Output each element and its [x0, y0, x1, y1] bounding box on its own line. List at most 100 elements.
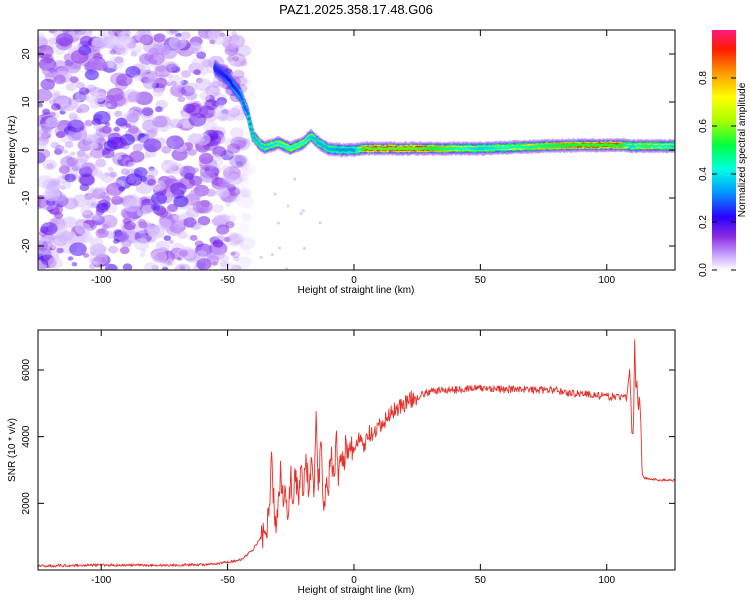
noise-speck — [219, 189, 231, 198]
noise-speck — [285, 267, 289, 270]
noise-speck — [228, 171, 241, 181]
noise-speck — [216, 224, 230, 235]
noise-speck — [240, 75, 253, 85]
noise-speck — [149, 127, 159, 135]
noise-speck — [236, 162, 244, 169]
noise-speck — [193, 69, 201, 76]
noise-speck — [152, 88, 164, 97]
noise-speck — [231, 105, 245, 116]
colorbar-tick-label: 0.2 — [698, 215, 709, 229]
noise-speck — [115, 231, 128, 241]
noise-speck — [236, 194, 254, 208]
ridge-mark — [672, 144, 675, 148]
noise-speck — [225, 201, 232, 207]
noise-speck — [98, 128, 105, 133]
noise-speck — [278, 246, 282, 250]
noise-speck — [139, 253, 145, 258]
noise-speck — [80, 162, 96, 174]
noise-speck — [84, 133, 95, 142]
ridge-mark — [250, 131, 255, 136]
noise-speck — [147, 222, 156, 230]
noise-speck — [93, 124, 100, 130]
noise-speck — [148, 230, 157, 237]
noise-speck — [231, 31, 238, 36]
noise-speck — [188, 41, 202, 52]
noise-speck — [194, 133, 211, 146]
noise-speck — [132, 143, 144, 152]
noise-speck — [62, 149, 69, 154]
noise-speck — [226, 43, 240, 53]
ridge-mark — [240, 97, 244, 102]
noise-speck — [242, 38, 256, 49]
noise-speck — [222, 34, 233, 43]
noise-speck — [228, 52, 247, 67]
snr-panel: -100 -50 0 50 100 2000 4000 6000 Height of str… — [7, 329, 676, 596]
noise-speck — [223, 236, 231, 242]
noise-speck — [212, 204, 224, 213]
noise-speck — [240, 244, 250, 252]
noise-speck — [234, 154, 248, 165]
noise-speck — [43, 187, 61, 202]
noise-speck — [168, 162, 184, 175]
noise-speck — [61, 30, 71, 34]
noise-speck — [197, 215, 211, 226]
noise-speck — [190, 116, 199, 123]
noise-speck — [92, 168, 103, 177]
noise-speck — [64, 173, 76, 183]
noise-speck — [239, 237, 256, 250]
noise-speck — [231, 197, 238, 202]
noise-speck — [215, 100, 225, 108]
noise-speck — [54, 144, 65, 153]
snr-frame — [37, 329, 676, 571]
noise-speck — [199, 170, 216, 183]
noise-speck — [62, 216, 78, 229]
noise-speck — [118, 186, 126, 192]
noise-speck — [64, 141, 74, 149]
noise-speck — [171, 148, 188, 161]
colorbar-ticks: 0.0 0.2 0.4 0.6 0.8 — [698, 71, 736, 277]
noise-speck — [156, 44, 171, 56]
noise-speck — [187, 148, 197, 156]
noise-speck — [141, 204, 154, 215]
noise-speck — [238, 132, 254, 145]
noise-speck — [226, 234, 241, 246]
noise-speck — [125, 123, 132, 128]
noise-speck — [57, 67, 69, 76]
noise-speck — [206, 252, 217, 260]
noise-speck — [79, 174, 95, 187]
noise-speck — [105, 103, 112, 108]
noise-speck — [109, 94, 126, 107]
noise-speck — [91, 118, 102, 126]
noise-speck — [114, 110, 123, 117]
noise-speck — [211, 217, 221, 225]
noise-speck — [38, 235, 44, 245]
noise-speck — [155, 106, 163, 113]
noise-speck — [224, 45, 239, 56]
snr-x-axis: -100 -50 0 50 100 — [91, 330, 616, 586]
noise-speck — [92, 260, 99, 266]
noise-speck — [235, 239, 244, 247]
noise-speck — [163, 235, 172, 241]
snr-x-tick-label: 0 — [351, 575, 357, 586]
noise-speck — [178, 249, 188, 257]
noise-speck — [147, 178, 156, 186]
noise-speck — [185, 91, 198, 101]
snr-y-tick-label: 6000 — [21, 358, 32, 381]
noise-speck — [84, 119, 93, 127]
noise-speck — [99, 192, 110, 201]
noise-speck — [203, 121, 218, 133]
noise-speck — [237, 78, 252, 90]
snr-series — [38, 339, 675, 568]
noise-speck — [238, 173, 249, 182]
noise-speck — [130, 44, 143, 54]
noise-speck — [233, 162, 251, 177]
noise-speck — [60, 230, 74, 242]
noise-speck — [67, 119, 85, 133]
noise-speck — [180, 111, 191, 120]
noise-speck — [232, 137, 251, 151]
spectrogram-y-label: Frequency (Hz) — [7, 116, 18, 185]
noise-speck — [232, 56, 240, 62]
noise-speck — [180, 70, 191, 78]
noise-speck — [53, 74, 66, 85]
